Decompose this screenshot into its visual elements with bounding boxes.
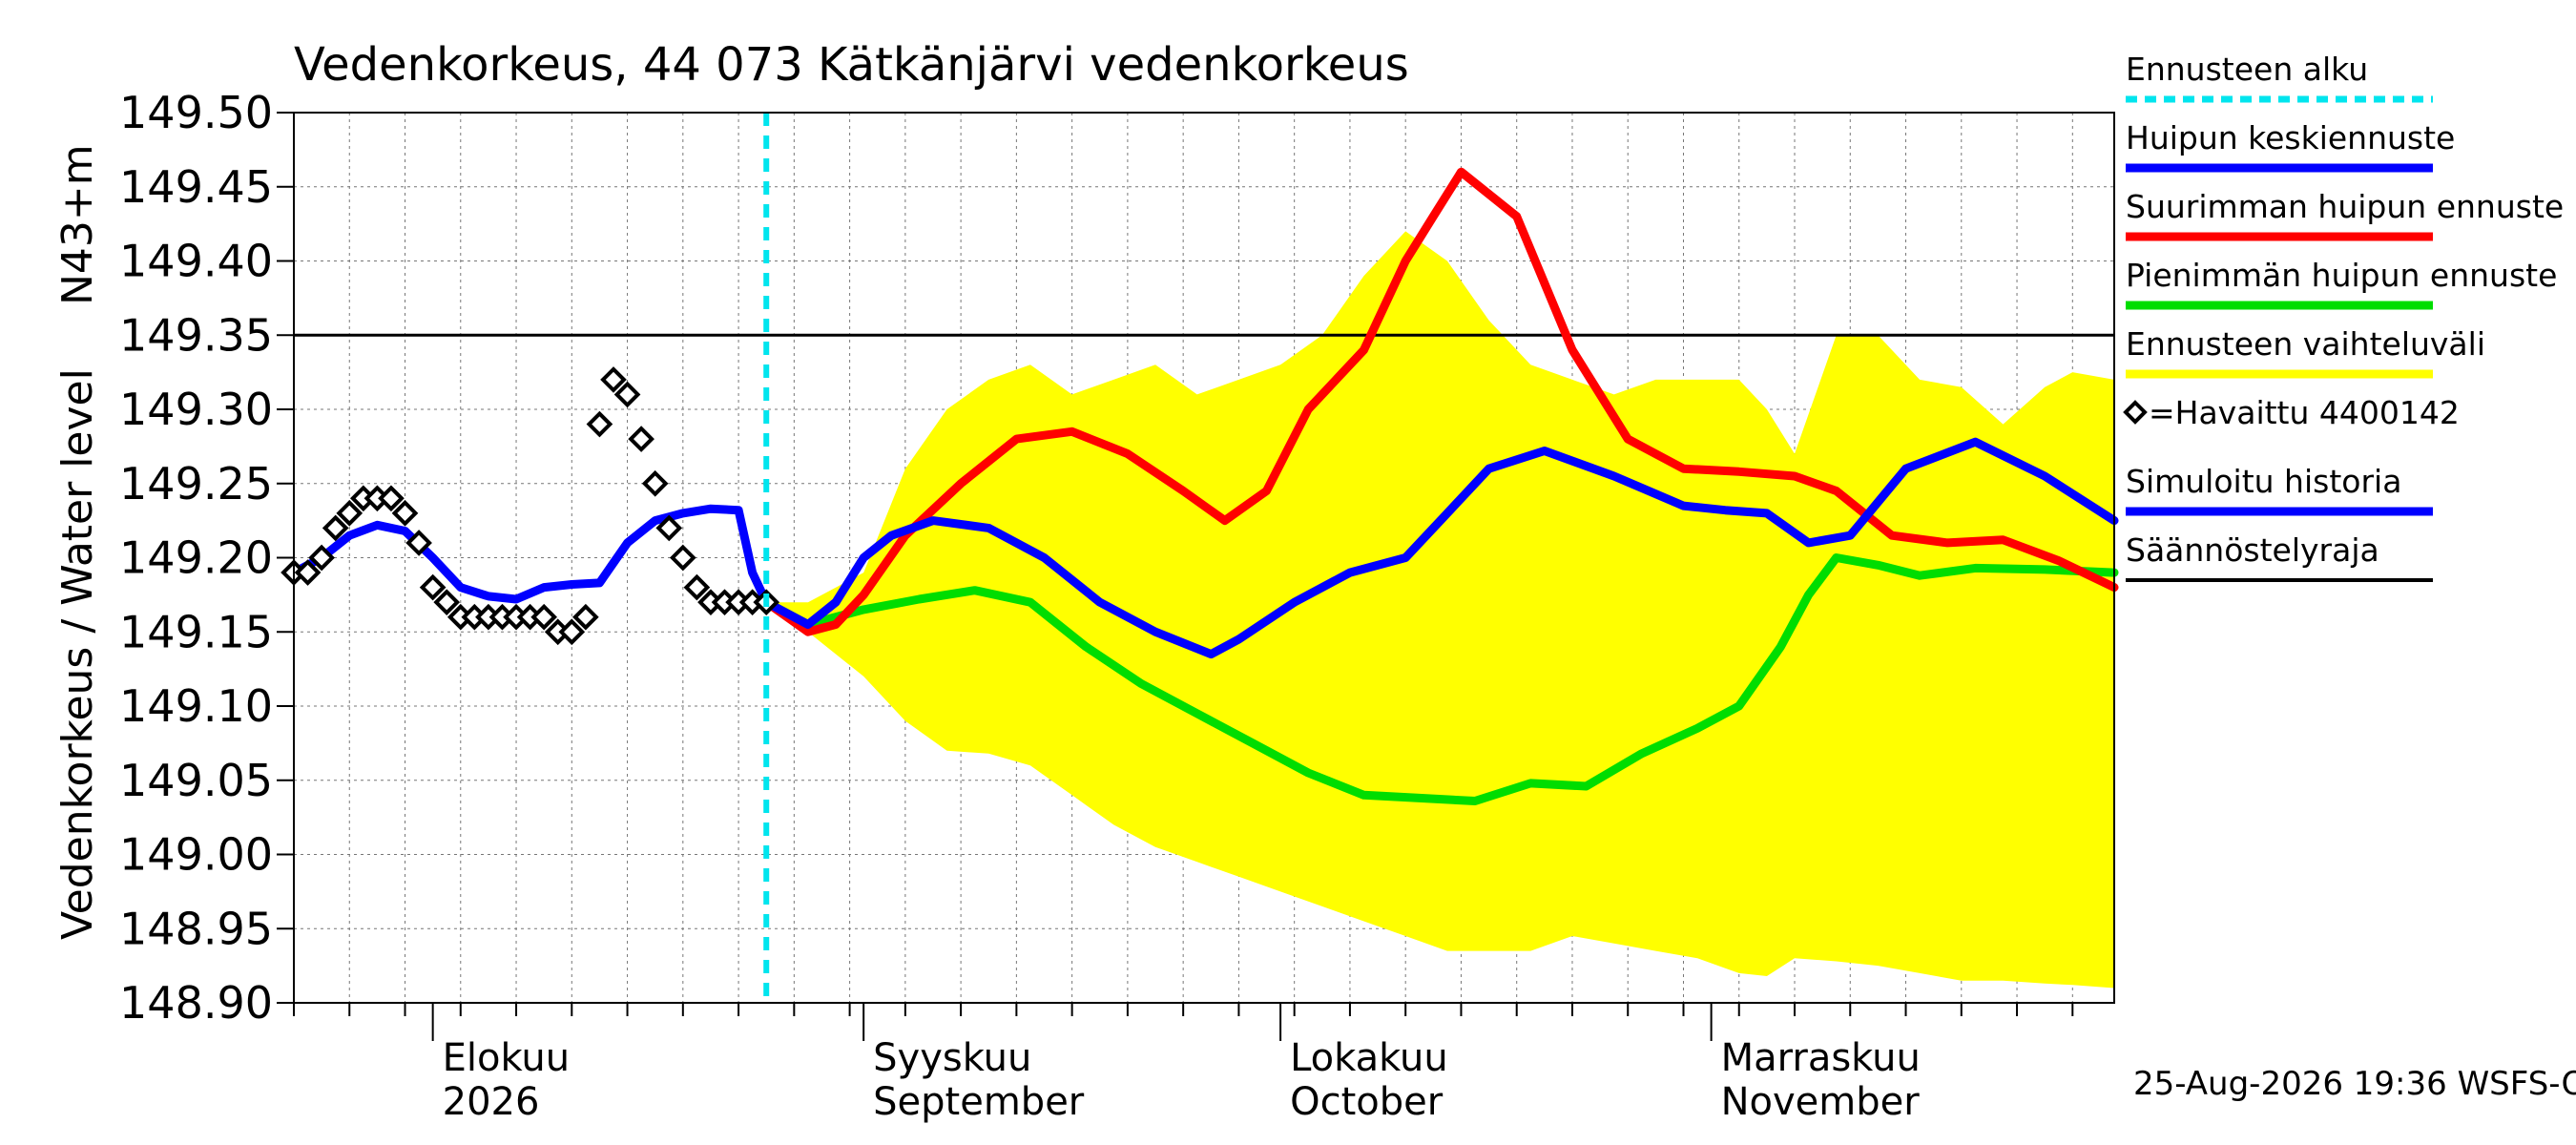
- y-tick-label: 148.90: [119, 977, 273, 1029]
- y-axis: 149.50 149.45 149.40 149.35 149.30 149.25 149.…: [119, 87, 294, 1029]
- legend-label: Säännöstelyraja: [2126, 531, 2379, 569]
- forecast-range-band: [766, 231, 2115, 989]
- observed-point: [641, 469, 669, 497]
- y-tick-label: 149.05: [119, 755, 273, 806]
- legend-label: Pienimmän huipun ennuste: [2126, 257, 2557, 294]
- observed-point: [558, 618, 586, 646]
- y-tick-label: 149.45: [119, 161, 273, 213]
- observed-point: [613, 381, 641, 408]
- x-month-label: Elokuu: [443, 1036, 571, 1080]
- y-tick-label: 149.00: [119, 829, 273, 881]
- series-line-3: [761, 553, 2119, 805]
- observed-point: [378, 485, 405, 512]
- x-month-sublabel: September: [873, 1080, 1085, 1124]
- x-month-sublabel: October: [1290, 1080, 1444, 1124]
- y-tick-label: 149.25: [119, 458, 273, 510]
- observed-point: [628, 426, 654, 452]
- forecast-lines: [289, 167, 2119, 805]
- series-line-0: [289, 504, 771, 607]
- y-tick-label: 149.50: [119, 87, 273, 138]
- plot-area: [280, 112, 2119, 1004]
- x-month-label: Syyskuu: [873, 1036, 1031, 1080]
- x-month-label: Marraskuu: [1721, 1036, 1921, 1080]
- y-tick-label: 149.35: [119, 309, 273, 361]
- observed-point: [433, 589, 461, 615]
- observed-point: [600, 366, 627, 393]
- legend-label: Suurimman huipun ennuste: [2126, 188, 2564, 225]
- y-tick-label: 149.40: [119, 236, 273, 287]
- y-tick-label: 149.10: [119, 680, 273, 732]
- series-line-2: [761, 167, 2119, 636]
- legend-marker: [2123, 400, 2148, 425]
- y-tick-label: 149.20: [119, 532, 273, 584]
- x-month-sublabel: November: [1721, 1080, 1921, 1124]
- observed-point: [530, 603, 557, 631]
- y-tick-label: 149.15: [119, 606, 273, 657]
- observed-point: [586, 410, 613, 438]
- y-tick-label: 149.30: [119, 384, 273, 435]
- y-tick-label: 148.95: [119, 903, 273, 954]
- legend-label: Ennusteen alku: [2126, 51, 2368, 88]
- observed-point: [669, 544, 696, 572]
- x-month-label: Lokakuu: [1290, 1036, 1448, 1080]
- observed-markers: [280, 366, 780, 646]
- legend: Ennusteen alku Huipun keskiennuste Suurimm…: [2123, 51, 2564, 582]
- legend-label: Huipun keskiennuste: [2126, 119, 2455, 156]
- x-month-sublabel: 2026: [443, 1080, 540, 1124]
- observed-point: [419, 573, 447, 601]
- observed-point: [572, 603, 599, 631]
- legend-label: =Havaittu 4400142: [2149, 394, 2460, 431]
- legend-label: Simuloitu historia: [2126, 463, 2401, 500]
- legend-label: Ennusteen vaihteluväli: [2126, 325, 2485, 363]
- footer-timestamp: 25-Aug-2026 19:36 WSFS-O: [2133, 1065, 2576, 1103]
- observed-point: [336, 500, 364, 527]
- observed-point: [405, 530, 432, 556]
- observed-point: [322, 514, 349, 542]
- series-line-1: [761, 437, 2119, 659]
- observed-point: [683, 573, 711, 601]
- observed-point: [308, 544, 335, 572]
- observed-point: [655, 514, 683, 542]
- observed-point: [294, 559, 322, 586]
- y-axis-label: Vedenkorkeus / Water level: [53, 368, 102, 940]
- y-axis-unit-label: N43+m: [53, 144, 102, 305]
- observed-point: [391, 500, 419, 527]
- chart-title: Vedenkorkeus, 44 073 Kätkänjärvi vedenko…: [294, 38, 1409, 92]
